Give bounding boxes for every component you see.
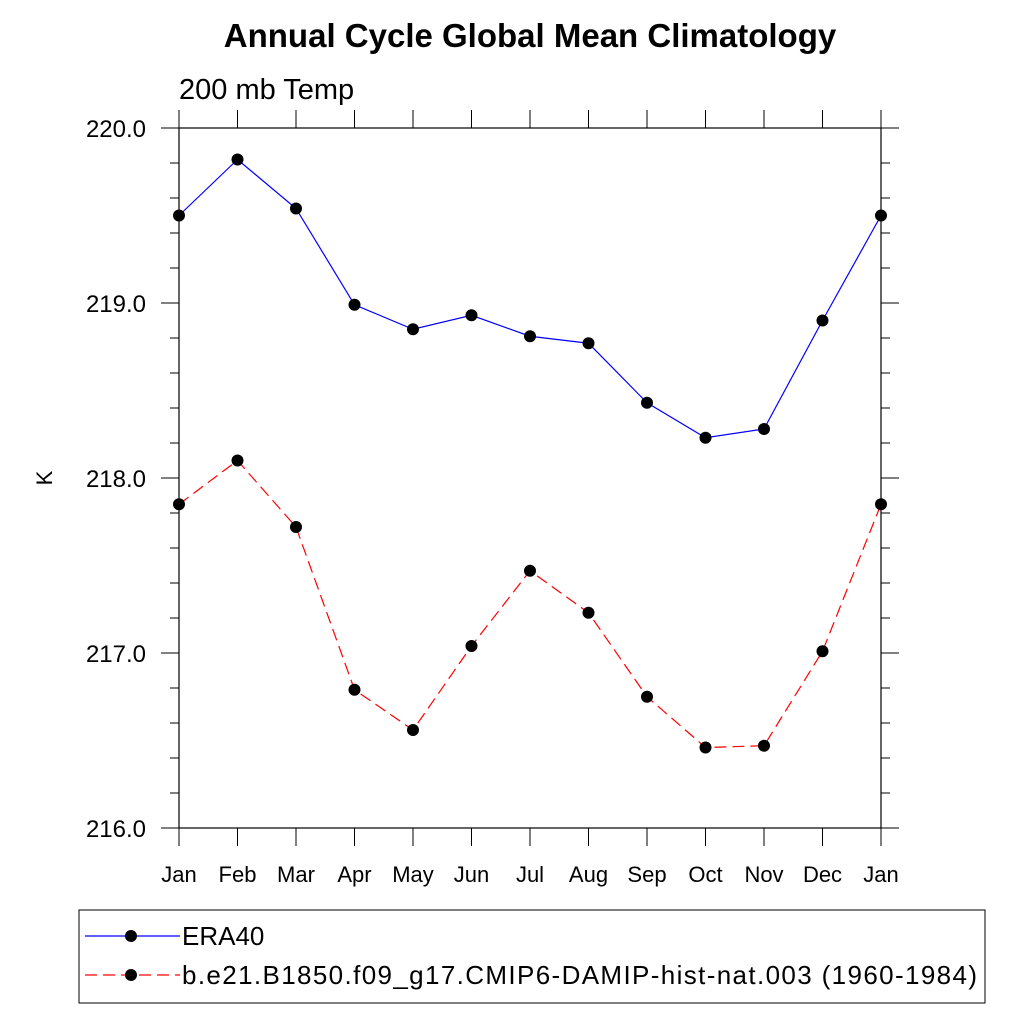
x-tick-label: Oct <box>688 862 722 887</box>
x-tick-label: Jan <box>863 862 898 887</box>
legend-items: ERA40 b.e21.B1850.f09_g17.CMIP6-DAMIP-his… <box>85 921 977 990</box>
y-tick-label: 216.0 <box>86 816 146 843</box>
series-2-point <box>816 645 829 658</box>
chart-title: Annual Cycle Global Mean Climatology <box>224 17 837 54</box>
series-1 <box>173 153 887 444</box>
plot-frame <box>178 127 882 829</box>
series-1-point <box>641 396 653 409</box>
x-tick-label: Jun <box>454 862 489 887</box>
legend-swatch-marker <box>125 930 137 942</box>
series-1-point <box>407 323 419 336</box>
x-tick-label: Aug <box>569 862 608 887</box>
series-2-point <box>641 690 653 703</box>
series-1-point <box>231 153 244 166</box>
y-tick-label: 220.0 <box>86 116 146 143</box>
series-2-point <box>758 739 770 752</box>
series-1-point <box>524 330 536 343</box>
x-tick-label: Nov <box>744 862 783 887</box>
series-1-point <box>465 309 478 322</box>
y-tick-label: 218.0 <box>86 466 146 493</box>
legend-item-2: b.e21.B1850.f09_g17.CMIP6-DAMIP-hist-nat… <box>85 960 977 990</box>
x-tick-label: Sep <box>627 862 666 887</box>
series-2-point <box>699 741 712 754</box>
series-2 <box>173 454 887 754</box>
chart-subtitle: 200 mb Temp <box>179 74 354 106</box>
series-2-point <box>465 640 478 652</box>
y-tick-label: 217.0 <box>86 641 146 668</box>
y-tick-labels: 216.0 217.0 218.0 219.0 220.0 <box>86 116 146 843</box>
series-2-point <box>231 454 244 467</box>
series-2-point <box>290 521 302 533</box>
legend: ERA40 b.e21.B1850.f09_g17.CMIP6-DAMIP-his… <box>78 909 986 1004</box>
series-2-point <box>524 564 536 577</box>
x-tick-label: Feb <box>219 862 257 887</box>
y-axis-label: K <box>32 470 57 485</box>
series-1-point <box>758 423 770 435</box>
series-2-point <box>348 683 361 696</box>
x-tick-labels: Jan Feb Mar Apr May Jun Jul Aug Sep Oct Nov Dec Jan <box>161 862 898 887</box>
legend-box <box>78 909 986 1004</box>
x-tick-label: Apr <box>337 862 371 887</box>
legend-swatch-marker <box>125 969 137 981</box>
legend-label: ERA40 <box>182 921 264 951</box>
series-2-point <box>407 724 419 736</box>
series-1-point <box>290 202 302 215</box>
x-tick-label: May <box>392 862 434 887</box>
x-tick-label: Mar <box>277 862 315 887</box>
y-tick-label: 219.0 <box>86 291 146 318</box>
x-tick-label: Jul <box>516 862 544 887</box>
series-1-point <box>348 298 361 311</box>
axis-ticks <box>161 110 899 846</box>
series-1-point <box>582 337 595 350</box>
legend-label: b.e21.B1850.f09_g17.CMIP6-DAMIP-hist-nat… <box>182 960 977 990</box>
legend-item-1: ERA40 <box>85 921 264 951</box>
x-tick-label: Jan <box>161 862 196 887</box>
series-1-point <box>816 314 829 327</box>
x-tick-label: Dec <box>803 862 842 887</box>
series-2-point <box>582 606 595 619</box>
plot-series <box>173 153 887 754</box>
series-1-point <box>699 431 712 444</box>
